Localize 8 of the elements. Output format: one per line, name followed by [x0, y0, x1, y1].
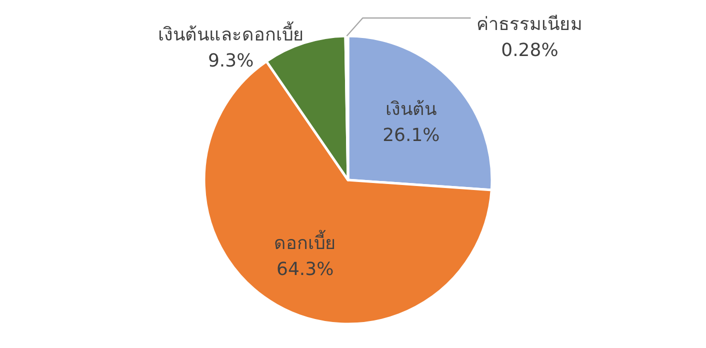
slice-label: ค่าธรรมเนียม	[476, 14, 583, 35]
slice-label: ดอกเบี้ย	[274, 230, 336, 254]
slice-label: เงินต้น	[386, 99, 437, 120]
slice-label: เงินต้นและดอกเบี้ย	[158, 21, 304, 46]
data-label: 0.28%	[501, 40, 558, 61]
data-label: 26.1%	[382, 125, 440, 146]
data-label: 9.3%	[208, 50, 254, 72]
data-label: 64.3%	[276, 259, 334, 280]
